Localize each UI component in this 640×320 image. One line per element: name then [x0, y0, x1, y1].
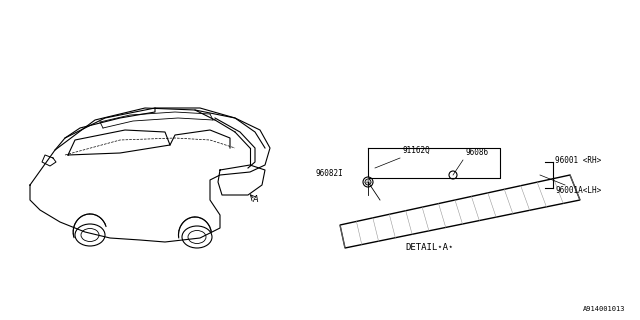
Circle shape: [365, 179, 371, 185]
Circle shape: [363, 177, 373, 187]
Text: A: A: [252, 196, 258, 204]
Text: A914001013: A914001013: [582, 306, 625, 312]
Text: 96082I: 96082I: [316, 169, 343, 178]
Text: 91162Q: 91162Q: [402, 146, 429, 155]
Text: DETAIL⋆A⋆: DETAIL⋆A⋆: [406, 244, 454, 252]
Circle shape: [449, 171, 457, 179]
Text: 96086: 96086: [465, 148, 488, 157]
Text: 96001 <RH>: 96001 <RH>: [555, 156, 601, 164]
Polygon shape: [340, 175, 580, 248]
Text: 96001A<LH>: 96001A<LH>: [555, 186, 601, 195]
